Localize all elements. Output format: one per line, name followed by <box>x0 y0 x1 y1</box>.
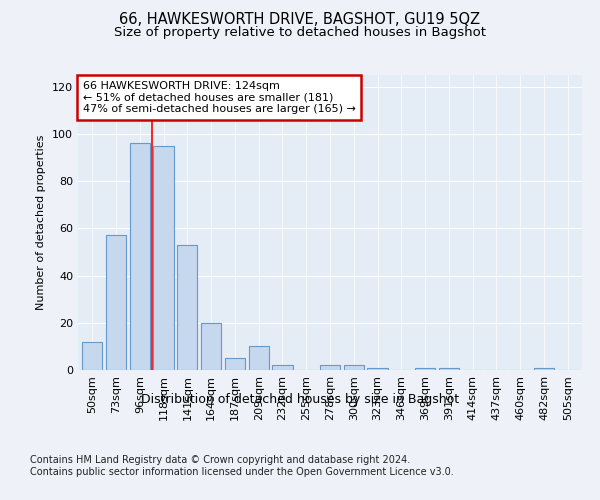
Bar <box>154 146 173 370</box>
Bar <box>201 323 221 370</box>
Bar <box>272 366 293 370</box>
Text: 66, HAWKESWORTH DRIVE, BAGSHOT, GU19 5QZ: 66, HAWKESWORTH DRIVE, BAGSHOT, GU19 5QZ <box>119 12 481 28</box>
Y-axis label: Number of detached properties: Number of detached properties <box>37 135 46 310</box>
Bar <box>106 236 126 370</box>
Bar <box>367 368 388 370</box>
Bar <box>534 368 554 370</box>
Bar <box>248 346 269 370</box>
Bar <box>415 368 435 370</box>
Bar <box>82 342 103 370</box>
Bar <box>225 358 245 370</box>
Bar <box>320 366 340 370</box>
Text: Size of property relative to detached houses in Bagshot: Size of property relative to detached ho… <box>114 26 486 39</box>
Bar <box>130 144 150 370</box>
Text: Contains HM Land Registry data © Crown copyright and database right 2024.
Contai: Contains HM Land Registry data © Crown c… <box>30 455 454 476</box>
Bar <box>344 366 364 370</box>
Bar <box>177 245 197 370</box>
Text: 66 HAWKESWORTH DRIVE: 124sqm
← 51% of detached houses are smaller (181)
47% of s: 66 HAWKESWORTH DRIVE: 124sqm ← 51% of de… <box>83 81 356 114</box>
Bar <box>439 368 459 370</box>
Text: Distribution of detached houses by size in Bagshot: Distribution of detached houses by size … <box>141 392 459 406</box>
